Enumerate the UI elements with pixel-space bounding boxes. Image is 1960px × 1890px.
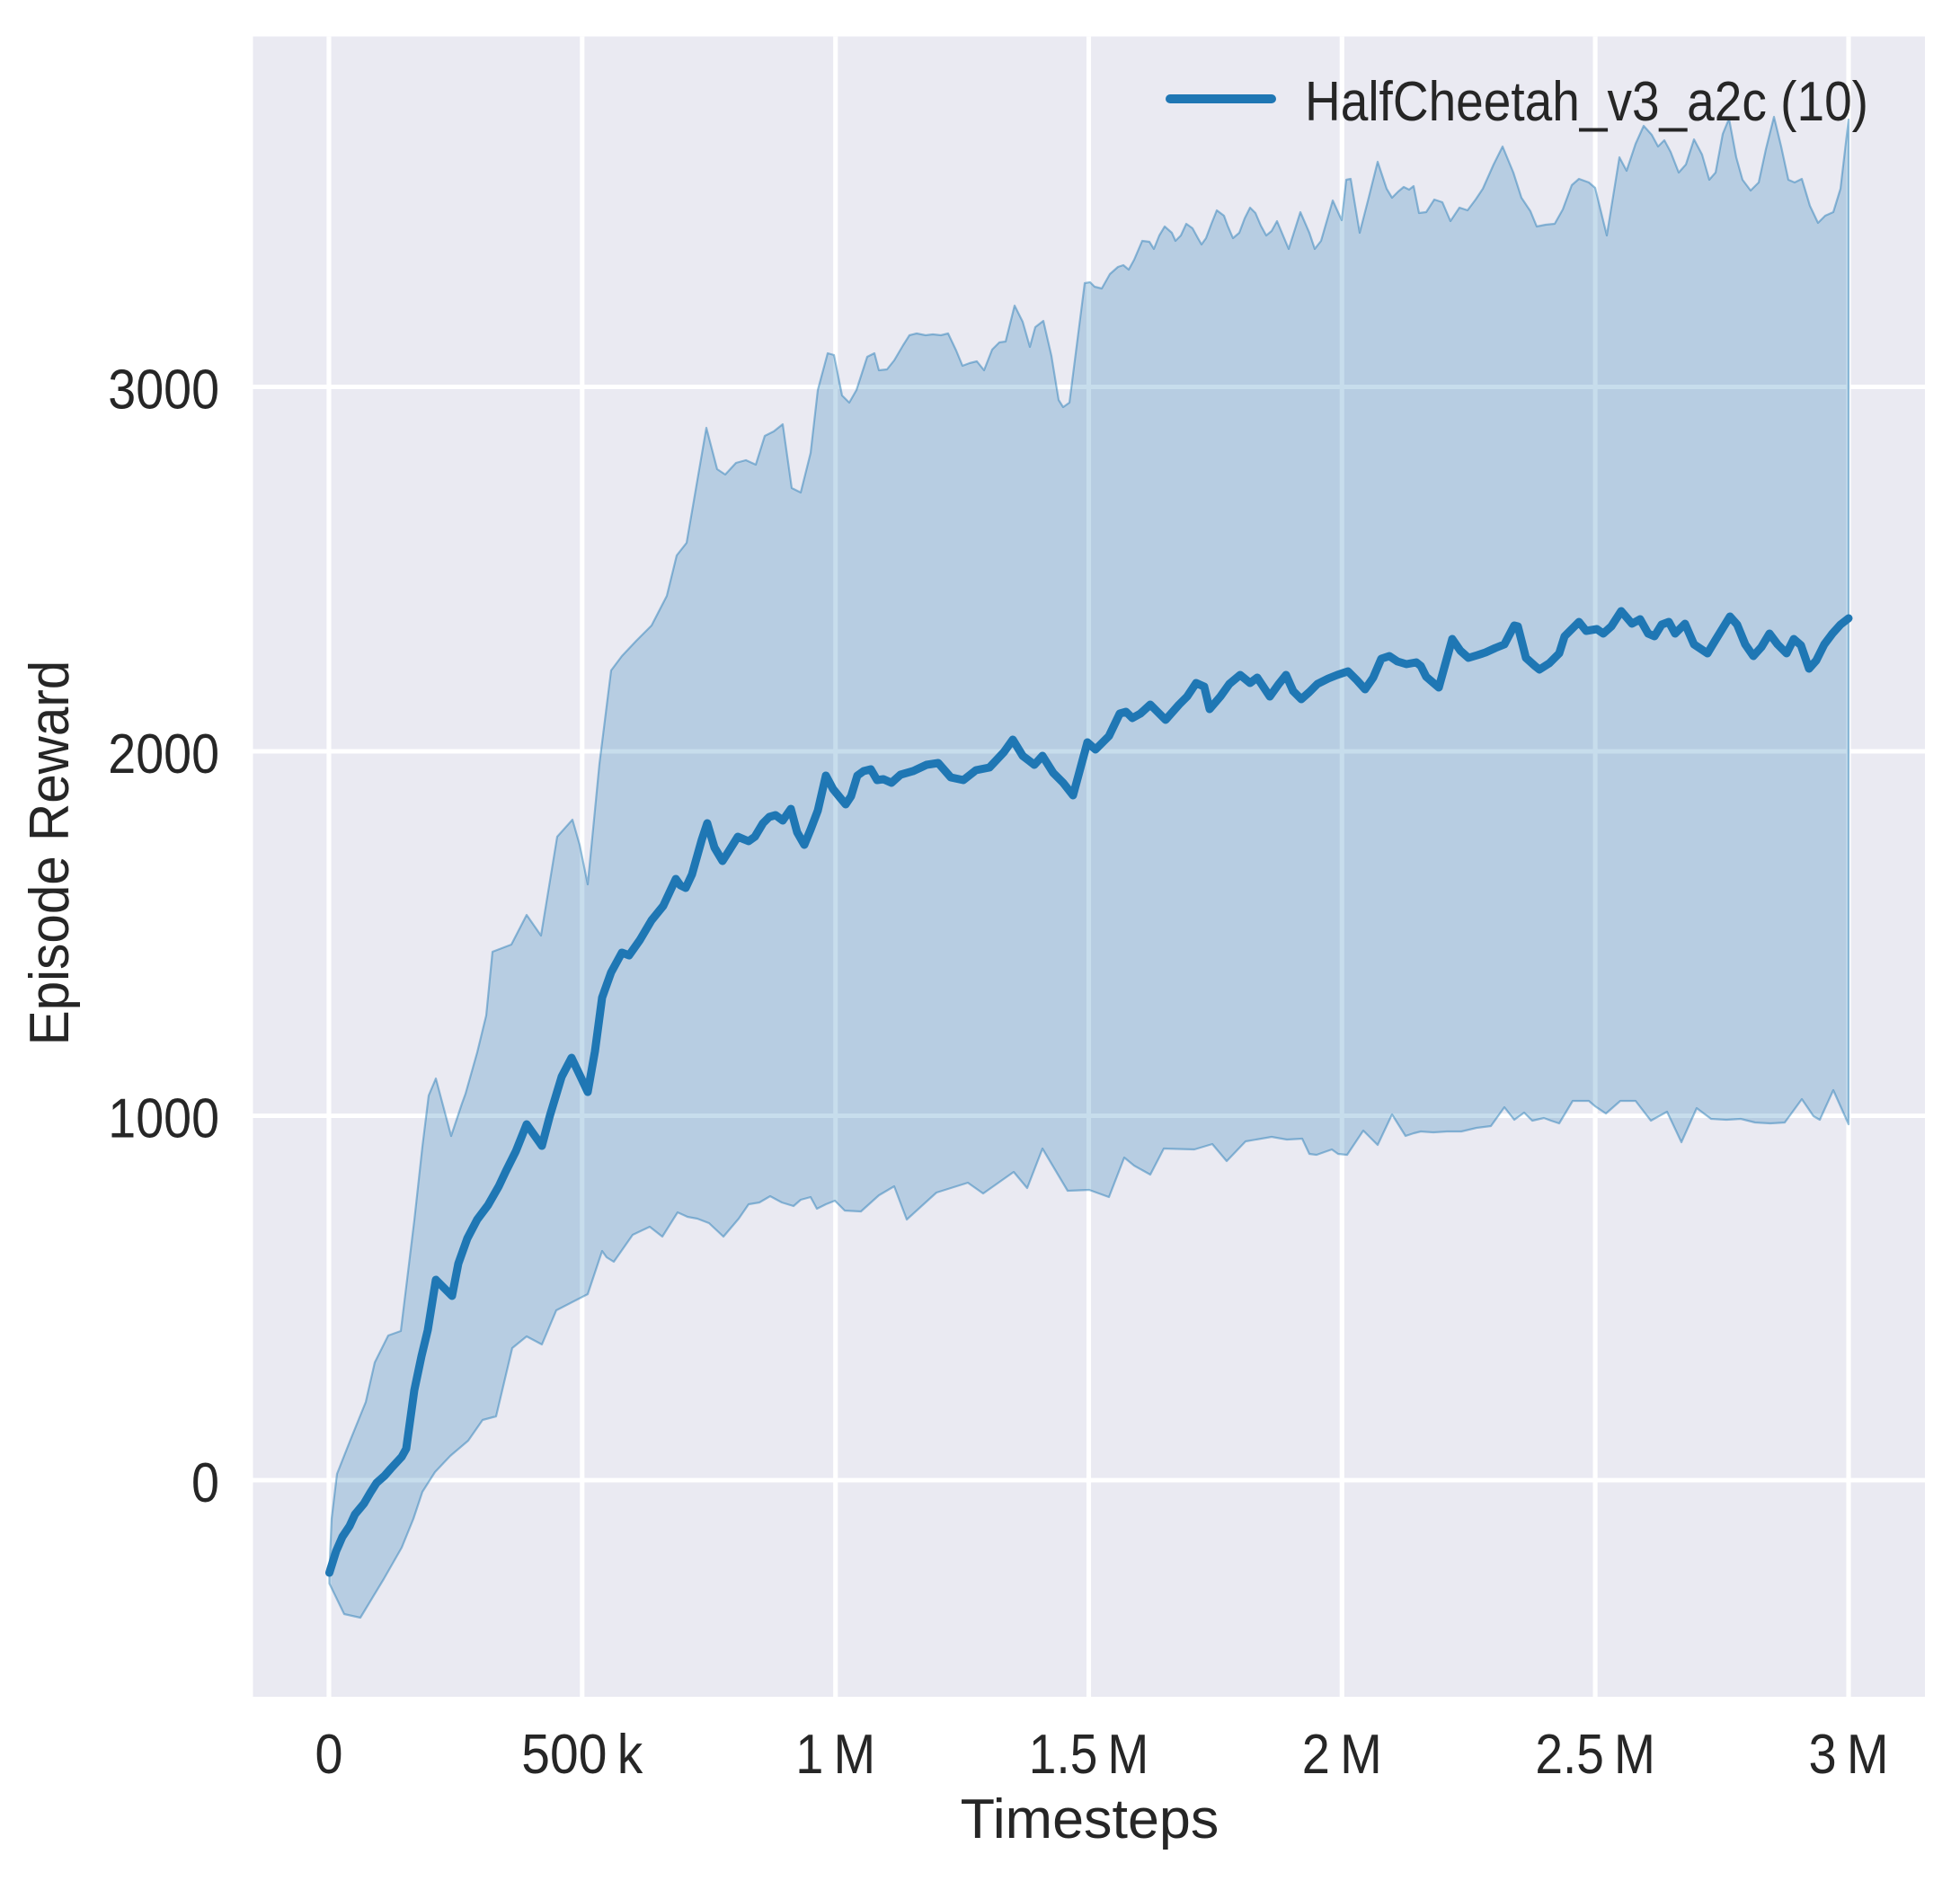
svg-text:3000: 3000 (108, 359, 219, 421)
svg-text:2.5 M: 2.5 M (1535, 1724, 1655, 1786)
svg-text:500 k: 500 k (521, 1724, 643, 1786)
svg-text:Timesteps: Timesteps (961, 1788, 1219, 1850)
svg-text:0: 0 (191, 1452, 219, 1514)
svg-text:2000: 2000 (108, 723, 219, 785)
svg-text:1 M: 1 M (795, 1724, 875, 1786)
svg-text:1000: 1000 (108, 1087, 219, 1149)
svg-text:Episode Reward: Episode Reward (19, 661, 81, 1046)
svg-text:HalfCheetah_v3_a2c (10): HalfCheetah_v3_a2c (10) (1305, 71, 1868, 133)
svg-text:0: 0 (315, 1724, 343, 1786)
svg-text:2 M: 2 M (1302, 1724, 1382, 1786)
svg-text:3 M: 3 M (1809, 1724, 1889, 1786)
svg-text:1.5 M: 1.5 M (1029, 1724, 1149, 1786)
